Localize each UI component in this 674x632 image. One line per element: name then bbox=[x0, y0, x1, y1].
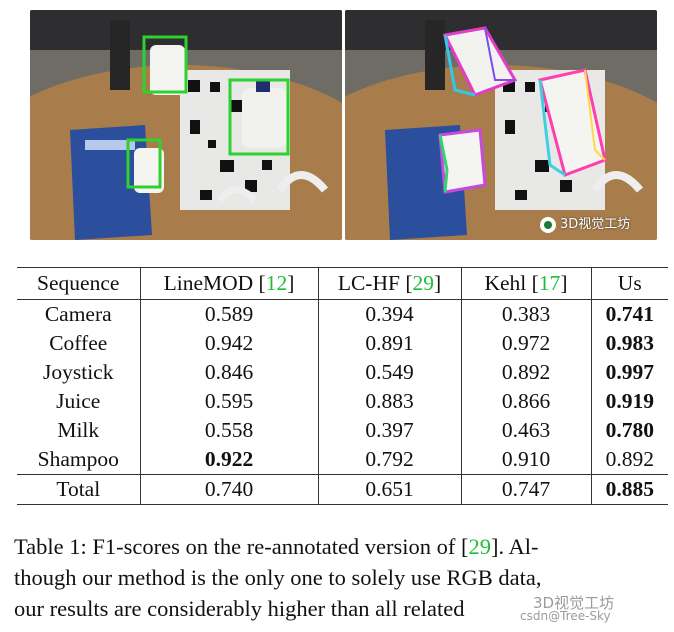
header-kehl: Kehl [17] bbox=[460, 267, 591, 300]
cell-us: 0.741 bbox=[590, 299, 668, 329]
header-lchf: LC-HF [29] bbox=[317, 267, 461, 300]
cell-lchf: 0.549 bbox=[317, 358, 461, 387]
results-table: Sequence LineMOD [12] LC-HF [29] Kehl [1… bbox=[17, 267, 668, 505]
watermark-caption: 3D视觉工坊 bbox=[533, 594, 615, 612]
cell-linemod: 0.740 bbox=[139, 474, 318, 505]
cell-linemod: 0.589 bbox=[139, 299, 318, 329]
cell-us: 0.892 bbox=[590, 445, 668, 475]
cell-sequence: Joystick bbox=[43, 360, 114, 384]
cell-kehl: 0.383 bbox=[460, 299, 591, 329]
table-row: Joystick 0.846 0.549 0.892 0.997 bbox=[17, 358, 668, 387]
table-total-row: Total 0.740 0.651 0.747 0.885 bbox=[17, 474, 668, 505]
cell-lchf: 0.883 bbox=[317, 387, 461, 416]
cell-kehl: 0.463 bbox=[460, 416, 591, 445]
photo-right-poses bbox=[345, 10, 657, 240]
cell-sequence: Camera bbox=[44, 302, 112, 326]
cell-linemod: 0.595 bbox=[139, 387, 318, 416]
table-row: Milk 0.558 0.397 0.463 0.780 bbox=[17, 416, 668, 445]
cell-kehl: 0.866 bbox=[460, 387, 591, 416]
cell-lchf: 0.792 bbox=[317, 445, 461, 475]
cell-sequence: Juice bbox=[56, 389, 101, 413]
header-us: Us bbox=[590, 267, 668, 300]
cell-lchf: 0.397 bbox=[317, 416, 461, 445]
table-row: Camera 0.589 0.394 0.383 0.741 bbox=[17, 299, 668, 329]
cell-us: 0.983 bbox=[590, 329, 668, 358]
cell-lchf: 0.394 bbox=[317, 299, 461, 329]
cell-lchf: 0.651 bbox=[317, 474, 461, 505]
table-caption: Table 1: F1-scores on the re-annotated v… bbox=[14, 531, 662, 624]
header-linemod: LineMOD [12] bbox=[139, 267, 318, 300]
cell-us: 0.780 bbox=[590, 416, 668, 445]
caption-line-3: our results are considerably higher than… bbox=[14, 596, 465, 621]
cell-lchf: 0.891 bbox=[317, 329, 461, 358]
cell-sequence: Milk bbox=[57, 418, 100, 442]
cell-linemod: 0.942 bbox=[139, 329, 318, 358]
citation-link[interactable]: 17 bbox=[538, 271, 561, 295]
cell-kehl: 0.910 bbox=[460, 445, 591, 475]
wechat-icon bbox=[540, 216, 556, 233]
table-row: Coffee 0.942 0.891 0.972 0.983 bbox=[17, 329, 668, 358]
cell-kehl: 0.972 bbox=[460, 329, 591, 358]
citation-link[interactable]: 29 bbox=[468, 534, 492, 559]
cell-sequence: Shampoo bbox=[37, 447, 119, 471]
cell-sequence: Coffee bbox=[49, 331, 108, 355]
table-row: Shampoo 0.922 0.792 0.910 0.892 bbox=[17, 445, 668, 475]
cell-us: 0.997 bbox=[590, 358, 668, 387]
watermark-csdn: csdn@Tree-Sky bbox=[520, 609, 611, 623]
cell-us: 0.885 bbox=[590, 474, 668, 505]
cell-kehl: 0.747 bbox=[460, 474, 591, 505]
citation-link[interactable]: 12 bbox=[265, 271, 288, 295]
table-row: Juice 0.595 0.883 0.866 0.919 bbox=[17, 387, 668, 416]
cell-linemod: 0.846 bbox=[139, 358, 318, 387]
cell-linemod: 0.558 bbox=[139, 416, 318, 445]
caption-line-2: though our method is the only one to sol… bbox=[14, 565, 542, 590]
cell-sequence: Total bbox=[17, 474, 140, 505]
scene-image-right bbox=[345, 10, 657, 240]
table-header-row: Sequence LineMOD [12] LC-HF [29] Kehl [1… bbox=[17, 267, 668, 300]
watermark-photo: 3D视觉工坊 bbox=[540, 213, 630, 233]
photo-left-detections bbox=[30, 10, 342, 240]
scene-image-left bbox=[30, 10, 342, 240]
header-sequence: Sequence bbox=[17, 267, 140, 300]
cell-us: 0.919 bbox=[590, 387, 668, 416]
citation-link[interactable]: 29 bbox=[412, 271, 435, 295]
caption-line-1: Table 1: F1-scores on the re-annotated v… bbox=[14, 534, 539, 559]
cell-linemod: 0.922 bbox=[139, 445, 318, 475]
cell-kehl: 0.892 bbox=[460, 358, 591, 387]
